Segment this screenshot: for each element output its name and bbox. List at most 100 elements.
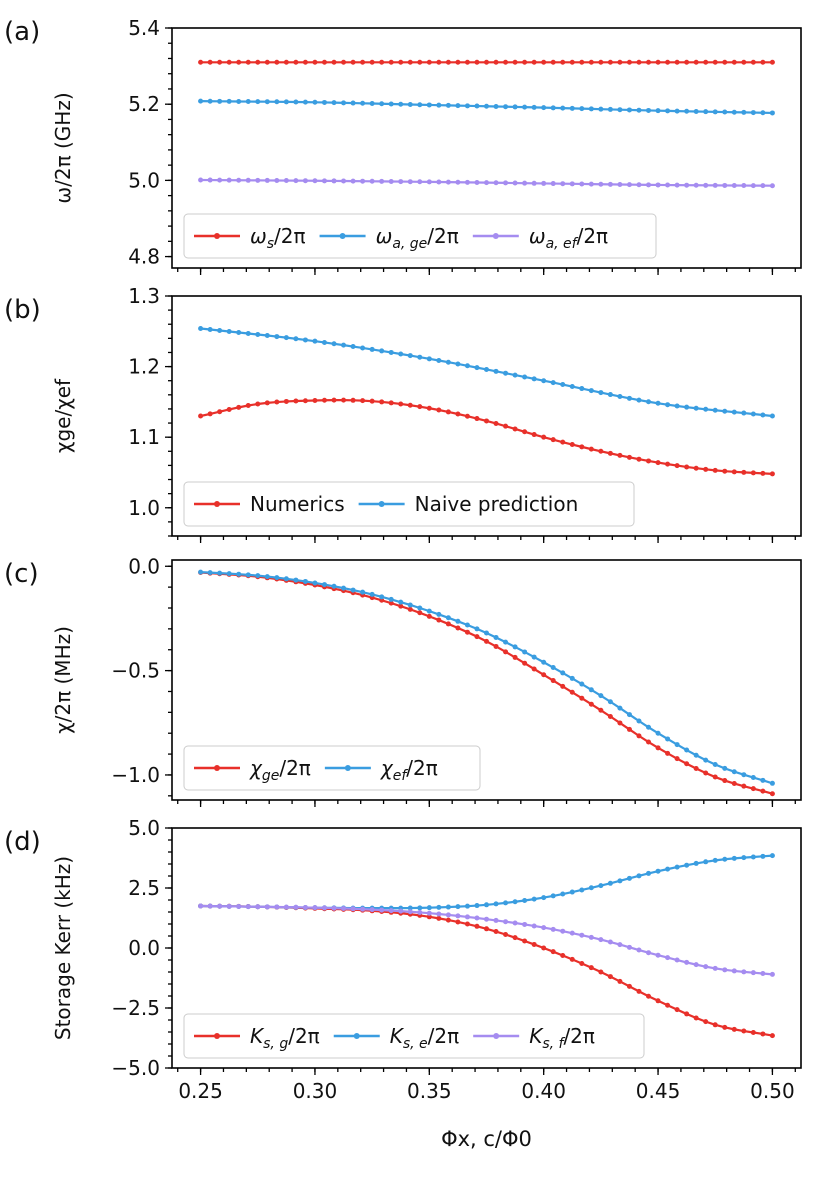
data-point xyxy=(493,180,499,186)
data-point xyxy=(541,945,547,951)
data-point xyxy=(426,102,432,108)
legend-marker xyxy=(214,501,220,507)
data-point xyxy=(569,956,575,962)
y-tick-label: 5.2 xyxy=(128,92,160,116)
data-point xyxy=(445,409,451,415)
data-point xyxy=(445,59,451,65)
data-point xyxy=(264,400,270,406)
data-point xyxy=(302,398,308,404)
data-point xyxy=(341,342,347,348)
data-point xyxy=(312,580,318,586)
data-point xyxy=(417,605,423,611)
x-tick-label: 0.25 xyxy=(178,1079,223,1103)
data-point xyxy=(560,952,566,958)
data-point xyxy=(445,917,451,923)
data-point xyxy=(560,105,566,111)
data-point xyxy=(741,783,747,789)
data-point xyxy=(560,670,566,676)
data-point xyxy=(464,413,470,419)
data-point xyxy=(407,402,413,408)
data-point xyxy=(550,665,556,671)
data-point xyxy=(684,959,690,965)
data-point xyxy=(588,446,594,452)
data-point xyxy=(560,181,566,187)
data-point xyxy=(598,693,604,699)
data-point xyxy=(550,59,556,65)
y-tick-label: 1.0 xyxy=(128,496,160,520)
data-point xyxy=(455,103,461,109)
data-point xyxy=(722,468,728,474)
legend-item: Ks, e/2π xyxy=(333,1024,459,1052)
data-point xyxy=(226,98,232,104)
data-point xyxy=(331,100,337,106)
data-point xyxy=(445,179,451,185)
data-point xyxy=(493,929,499,935)
legend-suffix: /2π xyxy=(406,756,438,780)
data-point xyxy=(398,59,404,65)
data-point xyxy=(417,102,423,108)
data-point xyxy=(407,59,413,65)
data-point xyxy=(426,914,432,920)
data-point xyxy=(560,683,566,689)
data-point xyxy=(474,634,480,640)
data-point xyxy=(388,600,394,606)
data-point xyxy=(626,875,632,881)
data-point xyxy=(646,950,652,956)
data-point xyxy=(512,104,518,110)
data-point xyxy=(731,769,737,775)
data-point xyxy=(341,397,347,403)
data-point xyxy=(693,59,699,65)
data-point xyxy=(741,772,747,778)
data-point xyxy=(464,59,470,65)
data-point xyxy=(274,99,280,105)
data-point xyxy=(541,925,547,931)
data-point xyxy=(607,106,613,112)
data-point xyxy=(503,919,509,925)
data-point xyxy=(341,59,347,65)
data-point xyxy=(388,178,394,184)
data-point xyxy=(626,107,632,113)
data-point xyxy=(455,59,461,65)
legend-subscript: s xyxy=(267,236,274,252)
data-point xyxy=(407,606,413,612)
data-point xyxy=(607,974,613,980)
data-point xyxy=(655,745,661,751)
y-axis-label: χ/2π (MHz) xyxy=(51,626,75,734)
data-point xyxy=(522,104,528,110)
data-point xyxy=(379,399,385,405)
data-point xyxy=(379,59,385,65)
legend-subscript: a, ge xyxy=(392,236,427,252)
data-point xyxy=(369,398,375,404)
data-point xyxy=(198,98,204,104)
data-point xyxy=(665,402,671,408)
data-point xyxy=(379,907,385,913)
data-point xyxy=(607,450,613,456)
data-point xyxy=(293,398,299,404)
data-point xyxy=(255,332,261,338)
data-point xyxy=(579,695,585,701)
data-point xyxy=(636,947,642,953)
data-point xyxy=(388,908,394,914)
data-point xyxy=(655,182,661,188)
data-point xyxy=(512,644,518,650)
panel-d: (d) Storage Kerr (kHz) −5.0 −2.5 0.0 2.5 5.0 0.… xyxy=(4,816,802,1103)
data-point xyxy=(617,705,623,711)
data-point xyxy=(436,102,442,108)
data-point xyxy=(626,983,632,989)
data-point xyxy=(245,904,251,910)
data-point xyxy=(503,423,509,429)
data-point xyxy=(760,777,766,783)
data-point xyxy=(503,104,509,110)
data-point xyxy=(646,59,652,65)
data-point xyxy=(636,397,642,403)
data-point xyxy=(750,411,756,417)
data-point xyxy=(522,374,528,380)
legend-item: Ks, g/2π xyxy=(194,1024,320,1052)
data-point xyxy=(550,949,556,955)
data-point xyxy=(541,180,547,186)
data-point xyxy=(531,654,537,660)
data-point xyxy=(436,915,442,921)
legend-marker xyxy=(492,233,499,239)
data-point xyxy=(626,395,632,401)
data-point xyxy=(665,736,671,742)
